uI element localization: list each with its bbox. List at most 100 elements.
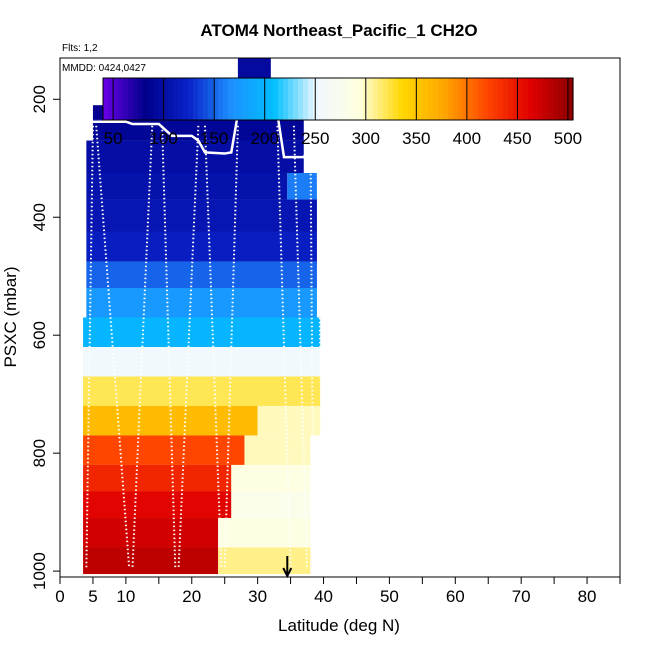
colorbar-swatch <box>348 78 354 120</box>
colorbar-swatch <box>513 78 519 120</box>
y-axis-label: PSXC (mbar) <box>1 266 20 367</box>
colorbar-swatch <box>378 78 384 120</box>
x-tick-label: 40 <box>314 587 333 606</box>
x-tick-label: 80 <box>578 587 597 606</box>
colorbar-swatch <box>518 78 524 120</box>
colorbar-swatch <box>443 78 449 120</box>
colorbar-swatch <box>423 78 429 120</box>
profile-line <box>85 125 94 569</box>
colorbar-swatch <box>248 78 254 120</box>
x-tick-label: 30 <box>248 587 267 606</box>
colorbar-swatch <box>478 78 484 120</box>
colorbar-swatch <box>143 78 149 120</box>
colorbar-swatch <box>398 78 404 120</box>
profile-line <box>292 125 309 569</box>
colorbar-swatch <box>488 78 494 120</box>
x-tick-label: 5 <box>88 587 97 606</box>
colorbar-swatch <box>353 78 359 120</box>
colorbar-swatch <box>253 78 259 120</box>
colorbar-tick-label: 400 <box>453 129 481 148</box>
colorbar-swatch <box>313 78 319 120</box>
x-tick-label: 50 <box>380 587 399 606</box>
flight-track <box>86 96 319 159</box>
y-tick-label: 800 <box>30 439 49 467</box>
vertical-profiles <box>85 125 325 569</box>
colorbar-swatch <box>123 78 129 120</box>
heatmap-cell <box>86 173 288 200</box>
profile-line <box>131 125 154 569</box>
colorbar-swatch <box>163 78 169 120</box>
colorbar-swatch <box>263 78 269 120</box>
y-tick-label: 400 <box>30 203 49 231</box>
heatmap-cell <box>83 464 232 492</box>
colorbar-swatch <box>233 78 239 120</box>
colorbar-swatch <box>493 78 499 120</box>
colorbar-swatch <box>543 78 549 120</box>
heatmap-cell <box>83 547 219 575</box>
colorbar-swatch <box>328 78 334 120</box>
colorbar-swatch <box>323 78 329 120</box>
heatmap-cell <box>86 261 317 289</box>
colorbar-swatch <box>213 78 219 120</box>
x-tick-label: 60 <box>446 587 465 606</box>
heatmap-cell <box>83 518 219 548</box>
heatmap-cell <box>83 346 321 377</box>
colorbar-tick-label: 200 <box>251 129 279 148</box>
colorbar-swatch <box>383 78 389 120</box>
profile-line <box>177 125 200 569</box>
x-tick-label: 70 <box>512 587 531 606</box>
heatmap-cell <box>257 405 321 436</box>
flights-label: Flts: 1,2 <box>62 43 98 54</box>
colorbar-swatch <box>498 78 504 120</box>
colorbar-swatch <box>118 78 124 120</box>
heatmap-cell <box>218 547 311 575</box>
x-axis: 0 5 10 20 30 40 50 60 70 80 <box>55 577 621 606</box>
profile-line <box>203 125 223 569</box>
colorbar-tick-label: 50 <box>104 129 123 148</box>
colorbar-swatch <box>408 78 414 120</box>
colorbar-swatch <box>188 78 194 120</box>
colorbar-swatch <box>528 78 534 120</box>
colorbar-swatch <box>238 78 244 120</box>
colorbar-swatch <box>258 78 264 120</box>
colorbar-swatch <box>393 78 399 120</box>
profile-line <box>315 125 325 569</box>
x-axis-label: Latitude (deg N) <box>278 616 400 635</box>
colorbar-swatch <box>198 78 204 120</box>
colorbar-swatch <box>388 78 394 120</box>
colorbar-swatch <box>293 78 299 120</box>
colorbar-swatch <box>533 78 539 120</box>
profile-line <box>309 125 315 569</box>
colorbar-swatch <box>338 78 344 120</box>
colorbar-swatch <box>483 78 489 120</box>
heatmap-cell <box>244 435 311 465</box>
colorbar-swatch <box>168 78 174 120</box>
colorbar-tick-label: 100 <box>149 129 177 148</box>
colorbar-swatch <box>553 78 559 120</box>
colorbar-swatch <box>558 78 564 120</box>
colorbar-swatch <box>468 78 474 120</box>
colorbar-swatch <box>283 78 289 120</box>
colorbar-swatch <box>538 78 544 120</box>
colorbar: 50 100 150 200 250 300 350 400 450 500 <box>102 77 582 148</box>
colorbar-swatch <box>508 78 514 120</box>
heatmap-cell <box>86 288 317 318</box>
colorbar-tick-label: 450 <box>503 129 531 148</box>
colorbar-swatch <box>403 78 409 120</box>
colorbar-swatch <box>433 78 439 120</box>
colorbar-swatch <box>243 78 249 120</box>
colorbar-swatch <box>228 78 234 120</box>
colorbar-swatch <box>158 78 164 120</box>
colorbar-swatch <box>173 78 179 120</box>
colorbar-swatch <box>448 78 454 120</box>
colorbar-swatch <box>138 78 144 120</box>
colorbar-swatch <box>298 78 304 120</box>
heatmap-cell <box>83 435 245 465</box>
colorbar-swatch <box>523 78 529 120</box>
colorbar-swatch <box>153 78 159 120</box>
profile-line <box>276 125 292 569</box>
colorbar-swatch <box>108 78 114 120</box>
heatmap-cell <box>86 199 317 232</box>
colorbar-swatch <box>193 78 199 120</box>
